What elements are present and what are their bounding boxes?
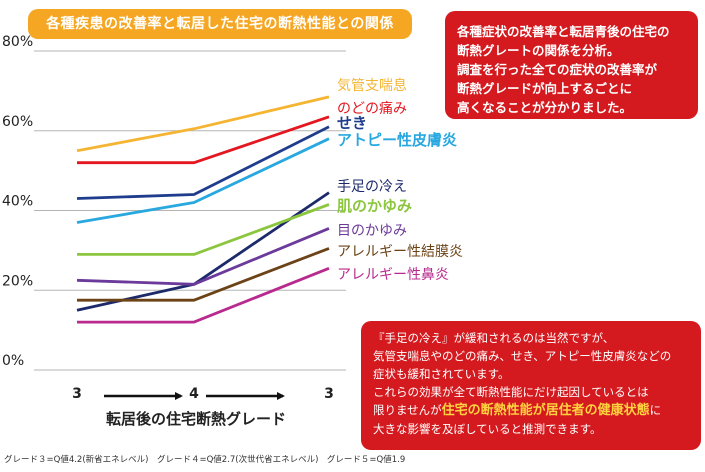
info-top-line: 断熱グレートの関係を分析。 — [457, 43, 620, 58]
x-tick-label: 3 — [72, 386, 82, 402]
y-tick-label: 40% — [2, 194, 33, 210]
footnote: グレード３=Q値4.2(新省エネレベル) グレード４=Q値2.7(次世代省エネレ… — [4, 455, 406, 465]
y-tick-label: 80% — [2, 34, 33, 50]
series-label: 手足の冷え — [337, 179, 407, 195]
series-label: アレルギー性結膜炎 — [337, 244, 463, 260]
series-line — [76, 137, 330, 224]
series-line — [77, 115, 330, 165]
info-bottom-text: 限りませんが — [373, 403, 442, 417]
series-line — [76, 95, 330, 153]
y-tick-label: 60% — [2, 114, 33, 130]
series-line — [76, 125, 330, 200]
series-label: せき — [337, 114, 367, 132]
info-box-top: 各種症状の改善率と転居青後の住宅の 断熱グレートの関係を分析。 調査を行った全て… — [445, 11, 698, 119]
series-line — [77, 247, 330, 302]
x-tick-label: 3 — [324, 386, 334, 402]
info-bottom-line: 気管支喘息やのどの痛み、せき、アトピー性皮膚炎などの — [373, 349, 672, 363]
series-line — [77, 266, 330, 324]
series-label: 気管支喘息 — [337, 77, 407, 94]
info-top-line: 各種症状の改善率と転居青後の住宅の — [457, 24, 670, 39]
chart-title: 各種疾患の改善率と転居した住宅の断熱性能との関係 — [28, 9, 412, 39]
info-bottom-line: 症状も緩和されています。 — [373, 367, 510, 381]
series-line — [77, 203, 330, 256]
info-bottom-line: 限りませんが住宅の断熱性能が居住者の健康状態に — [373, 401, 695, 420]
y-tick-label: 0% — [2, 353, 24, 369]
info-top-line: 断熱グレードが向上するごとに — [457, 81, 633, 96]
info-top-line: 高くなることが分かりました。 — [457, 100, 633, 115]
info-top-line: 調査を行った全ての症状の改善率が — [457, 62, 658, 77]
y-tick-label: 20% — [2, 273, 33, 289]
series-label: 目のかゆみ — [337, 223, 407, 239]
series-line — [76, 227, 330, 286]
series-label: アレルギー性鼻炎 — [337, 266, 449, 283]
x-axis-label: 転居後の住宅断熱グレード — [106, 410, 286, 428]
series-label: のどの痛み — [337, 100, 407, 117]
info-bottom-line: 『手足の冷え』が緩和されるのは当然ですが、 — [373, 331, 615, 345]
series-label: アトピー性皮膚炎 — [337, 131, 457, 149]
info-bottom-text: に — [649, 403, 662, 417]
info-bottom-highlight: 住宅の断熱性能が居住者の健康状態 — [441, 403, 650, 418]
series-label: 肌のかゆみ — [337, 197, 412, 215]
info-bottom-line: 大きな影響を及ぼしていると推測できます。 — [373, 422, 602, 436]
info-bottom-line: これらの効果が全て断熱性能にだけ起因しているとは — [373, 385, 649, 399]
x-tick-label: 4 — [189, 386, 199, 402]
info-box-bottom: 『手足の冷え』が緩和されるのは当然ですが、 気管支喘息やのどの痛み、せき、アトピ… — [361, 321, 701, 450]
